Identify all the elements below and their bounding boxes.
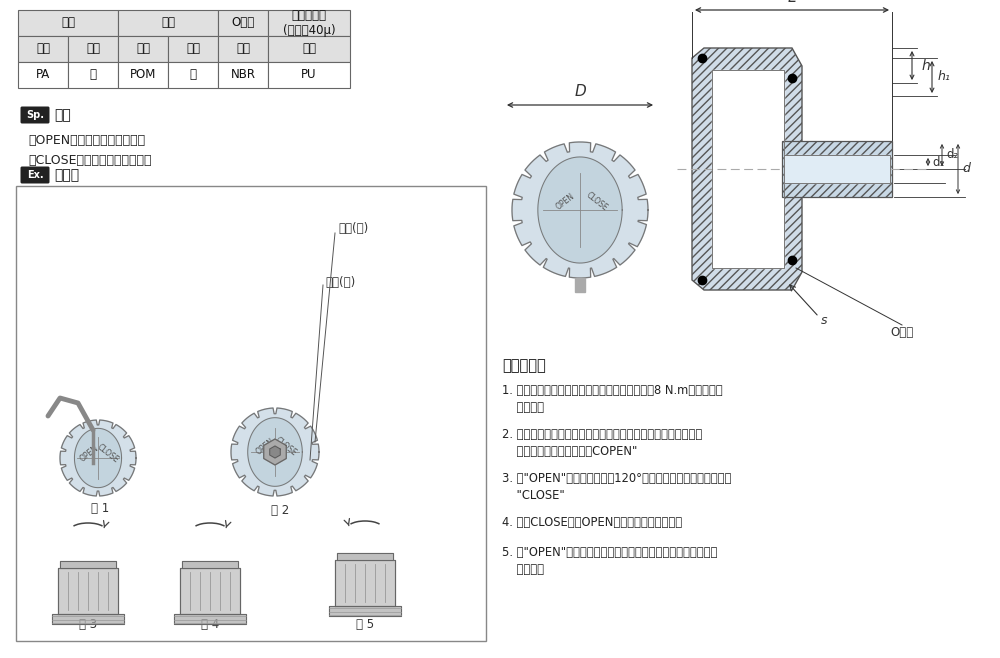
Bar <box>118 36 168 62</box>
Text: 4. 欲從CLOSE轉為OPEN時，將蓋子逆時针旋轉: 4. 欲從CLOSE轉為OPEN時，將蓋子逆時针旋轉 <box>502 516 682 529</box>
Polygon shape <box>692 48 802 290</box>
Polygon shape <box>52 614 124 624</box>
Text: CLOSE: CLOSE <box>274 436 298 458</box>
Bar <box>168 36 218 62</box>
Bar <box>68 36 118 62</box>
Polygon shape <box>58 568 118 614</box>
Text: Sp.: Sp. <box>26 110 44 120</box>
Text: 顏色: 顏色 <box>86 43 100 55</box>
Bar <box>218 10 268 36</box>
Text: CLOSE: CLOSE <box>585 191 609 213</box>
Text: 5. 在"OPEN"位置逆時针轉動蓋子，可將蓋子卸下，方便清潔或
    更換零件: 5. 在"OPEN"位置逆時针轉動蓋子，可將蓋子卸下，方便清潔或 更換零件 <box>502 546 717 576</box>
Bar <box>16 186 486 641</box>
Polygon shape <box>784 155 890 183</box>
Text: 顏色: 顏色 <box>186 43 200 55</box>
Bar <box>268 62 350 88</box>
Text: Ex.: Ex. <box>27 170 43 180</box>
Polygon shape <box>538 157 622 263</box>
Text: OPEN: OPEN <box>554 192 576 212</box>
Text: O型環: O型環 <box>231 16 255 30</box>
Text: CLOSE: CLOSE <box>95 442 120 465</box>
Bar <box>18 10 118 36</box>
Text: h₁: h₁ <box>938 70 951 84</box>
Text: 黑: 黑 <box>190 68 196 82</box>
Text: 2. 對齊蓋子內側的突起點，將蓋子裝上，並順時针旋轉蓋子，聽
    到「卡」一聲時，此時為COPEN": 2. 對齊蓋子內側的突起點，將蓋子裝上，並順時针旋轉蓋子，聽 到「卡」一聲時，此… <box>502 428 702 458</box>
Bar <box>168 62 218 88</box>
Polygon shape <box>270 446 280 458</box>
Text: L: L <box>788 0 796 5</box>
Text: 圖 4: 圖 4 <box>201 619 219 632</box>
Polygon shape <box>182 561 238 568</box>
FancyBboxPatch shape <box>20 166 50 184</box>
Polygon shape <box>335 560 395 606</box>
Text: d₁: d₁ <box>932 155 944 168</box>
Bar <box>268 10 350 36</box>
Text: 材質: 材質 <box>236 43 250 55</box>
Text: s: s <box>821 313 828 326</box>
Text: 圖 5: 圖 5 <box>356 619 374 632</box>
Text: POM: POM <box>130 68 156 82</box>
Bar <box>218 36 268 62</box>
Polygon shape <box>74 428 122 488</box>
Polygon shape <box>712 70 784 268</box>
Text: 突起(小): 突起(小) <box>325 276 355 288</box>
Bar <box>218 62 268 88</box>
Bar <box>575 278 585 292</box>
Text: 圖 3: 圖 3 <box>79 619 97 632</box>
Bar <box>268 36 350 62</box>
Text: PA: PA <box>36 68 50 82</box>
Text: 材質: 材質 <box>302 43 316 55</box>
Text: h: h <box>922 59 931 72</box>
Text: 使用例: 使用例 <box>54 168 79 182</box>
Text: 空氣過濾片
(過濾性40μ): 空氣過濾片 (過濾性40μ) <box>283 9 335 37</box>
Text: d: d <box>962 163 970 176</box>
Text: PU: PU <box>301 68 317 82</box>
Polygon shape <box>337 553 393 560</box>
Polygon shape <box>782 141 892 197</box>
Bar <box>68 62 118 88</box>
Polygon shape <box>248 418 302 486</box>
Text: 圖 2: 圖 2 <box>271 503 289 517</box>
Text: d₂: d₂ <box>946 149 958 161</box>
Polygon shape <box>329 606 401 616</box>
Text: O型環: O型環 <box>890 326 914 338</box>
Bar <box>18 62 68 88</box>
Text: ・CLOSE時，空氣無法自由流動: ・CLOSE時，空氣無法自由流動 <box>28 153 152 166</box>
Text: 牙部: 牙部 <box>161 16 175 30</box>
Text: 材質: 材質 <box>36 43 50 55</box>
Text: 1. 用六角扮手將螺絲接頭鎖在油筆上，最大扆知8 N.m，並置入空
    氣過濾片: 1. 用六角扮手將螺絲接頭鎖在油筆上，最大扆知8 N.m，並置入空 氣過濾片 <box>502 384 723 414</box>
Bar <box>118 10 218 36</box>
Text: 安裝方法：: 安裝方法： <box>502 358 546 373</box>
Text: 突起(大): 突起(大) <box>338 222 368 234</box>
FancyBboxPatch shape <box>20 107 50 124</box>
Text: D: D <box>574 84 586 99</box>
Text: NBR: NBR <box>230 68 256 82</box>
Bar <box>18 36 68 62</box>
Text: OPEN: OPEN <box>79 443 101 463</box>
Text: 黑: 黑 <box>90 68 96 82</box>
Text: 特長: 特長 <box>54 108 71 122</box>
Text: ・OPEN時，空氣可以自由流動: ・OPEN時，空氣可以自由流動 <box>28 134 145 147</box>
Polygon shape <box>231 408 319 496</box>
Text: 材質: 材質 <box>136 43 150 55</box>
Bar <box>118 62 168 88</box>
Polygon shape <box>512 142 648 278</box>
Text: OPEN: OPEN <box>254 437 276 457</box>
Text: 3. 在"OPEN"位置順時针旋轉120°，聽到「卡」一聲時，此時為
    "CLOSE": 3. 在"OPEN"位置順時针旋轉120°，聽到「卡」一聲時，此時為 "CLOS… <box>502 472 731 502</box>
Text: 圖 1: 圖 1 <box>91 501 109 515</box>
Polygon shape <box>174 614 246 624</box>
Polygon shape <box>60 420 136 496</box>
Text: 蓋子: 蓋子 <box>61 16 75 30</box>
Polygon shape <box>264 439 286 465</box>
Polygon shape <box>60 561 116 568</box>
Polygon shape <box>180 568 240 614</box>
